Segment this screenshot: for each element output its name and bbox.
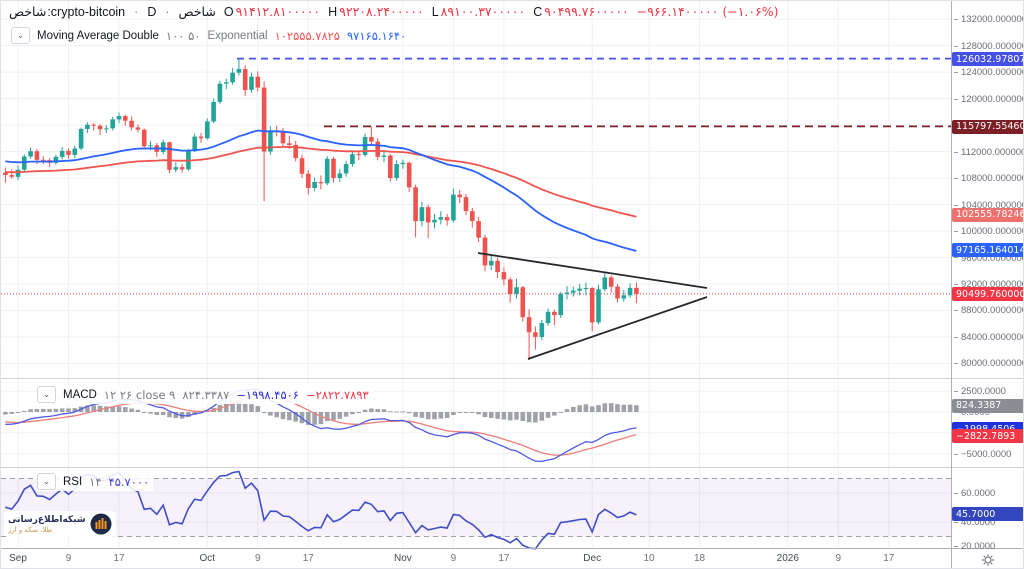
watermark-logo: شبکه‌اطلاع‌رسانی طلا، سکه و ارز [4, 511, 116, 537]
price-axis-badge: 824.3387 [952, 398, 1023, 413]
time-axis-label: 17 [498, 553, 510, 564]
time-axis-label: Dec [583, 553, 602, 564]
level-lines [1, 57, 951, 295]
time-axis-label: 9 [835, 553, 842, 564]
symbol-title-fa: شاخص [9, 4, 47, 19]
time-axis-label: 18 [693, 553, 706, 564]
price-axis-label: 104000.0000000 [954, 200, 1023, 211]
settings-gear-icon[interactable] [981, 553, 995, 567]
price-axis-badge: 126032.9780791 [952, 52, 1023, 67]
ma-indicator-title[interactable]: Moving Average Double [37, 29, 159, 42]
macd-signal-value: −۲۸۲۲.۷۸۹۳ [305, 387, 369, 402]
macd-indicator-legend: ⌄ MACD ۱۲ ۲۶ close ۹ ۸۲۴.۳۳۸۷ −۱۹۹۸.۴۵۰۶… [37, 385, 373, 404]
grid-layer [1, 1, 951, 548]
market-type-label: شاخص [178, 4, 216, 19]
watermark-line2: طلا، سکه و ارز [8, 525, 53, 534]
watermark-barchart-icon [90, 513, 112, 535]
low-value: L ۸۹۱۰۰.۳۷۰۰۰۰۰ [431, 4, 526, 19]
candles-layer [3, 58, 639, 360]
ma-params: ۱۰۰ ۵۰ [165, 28, 201, 43]
price-axis-label: 132000.0000000 [954, 14, 1023, 25]
change-value: −۹۶۶.۱۴۰۰۰۰۰ (−۱.۰۶%) [636, 4, 779, 19]
time-axis-label: 17 [113, 553, 125, 564]
time-axis-label: 17 [883, 553, 895, 564]
collapse-pane-button[interactable]: ⌄ [37, 473, 56, 490]
price-axis-label: 128000.0000000 [954, 41, 1023, 52]
rsi-indicator-title[interactable]: RSI [63, 475, 83, 488]
price-axis-label: 40.0000 [954, 517, 995, 528]
axis-settings-corner[interactable] [951, 549, 1023, 568]
ema50-line [5, 129, 637, 252]
chevron-down-icon: ⌄ [42, 389, 51, 400]
separator-dot: · [165, 4, 170, 19]
close-value: C ۹۰۴۹۹.۷۶۰۰۰۰۰ [533, 4, 629, 19]
rsi-params: ۱۴ [89, 474, 102, 489]
price-axis-badge: 45.7000 [952, 507, 1023, 522]
watermark-line1: شبکه‌اطلاع‌رسانی [8, 514, 86, 525]
price-axis-badge: 90499.7600000 [952, 287, 1023, 302]
price-axis-label: 120000.0000000 [954, 94, 1023, 105]
price-axis-label: 92000.0000000 [954, 279, 1023, 290]
time-axis-label: 10 [643, 553, 655, 564]
symbol-legend: شاخص:crypto-bitcoin · D · شاخص O ۹۱۴۱۲.۸۱… [9, 4, 779, 19]
price-axis-label: 2500.0000 [954, 386, 1006, 397]
price-axis-label: 20.0000 [954, 541, 995, 552]
ema100-line [5, 145, 637, 218]
ma-indicator-legend: ⌄ Moving Average Double ۱۰۰ ۵۰ Exponenti… [11, 26, 410, 45]
time-axis-label: 17 [302, 553, 314, 564]
high-value: H ۹۲۲۰۸.۲۴۰۰۰۰۰ [328, 4, 424, 19]
ma100-value: ۱۰۲۵۵۵.۷۸۲۵ [274, 28, 340, 43]
ma-type: Exponential [207, 29, 268, 42]
open-value: O ۹۱۴۱۲.۸۱۰۰۰۰۰ [223, 4, 321, 19]
time-axis[interactable]: Sep 9 17 Oct 9 17 Nov 9 17 Dec 10 18 2026 9 17 [1, 549, 951, 568]
time-axis-label: 9 [450, 553, 457, 564]
macd-histogram [3, 401, 639, 425]
price-axis-badge: 115797.5546006 [952, 119, 1023, 134]
price-axis-badge: −2822.7893 [952, 429, 1023, 444]
collapse-pane-button[interactable]: ⌄ [37, 386, 56, 403]
price-axis-label: 84000.0000000 [954, 332, 1023, 343]
price-axis-label: 60.0000 [954, 488, 995, 499]
macd-indicator-title[interactable]: MACD [63, 388, 97, 401]
time-axis-label: Nov [393, 553, 412, 564]
triangle-pattern [477, 252, 708, 360]
macd-line-value: −۱۹۹۸.۴۵۰۶ [236, 387, 299, 402]
macd-signal-line [5, 394, 637, 456]
price-axis-label: 80000.0000000 [954, 358, 1023, 369]
collapse-pane-button[interactable]: ⌄ [11, 27, 30, 44]
price-axis-label: 100000.0000000 [954, 226, 1023, 237]
price-axis-label: 108000.0000000 [954, 173, 1023, 184]
chevron-down-icon: ⌄ [16, 30, 25, 41]
interval-button[interactable]: D [147, 4, 157, 19]
chevron-down-icon: ⌄ [42, 476, 51, 487]
symbol-name[interactable]: شاخص:crypto-bitcoin [9, 4, 126, 19]
price-axis-label: 96000.0000000 [954, 253, 1023, 264]
ma50-value: ۹۷۱۶۵.۱۶۴۰ [347, 28, 407, 43]
time-axis-label: Oct [199, 553, 216, 564]
time-axis-label: Sep [9, 553, 27, 564]
separator-dot: · [134, 4, 139, 19]
price-axis[interactable]: 132000.0000000 128000.0000000 124000.00000… [951, 1, 1023, 552]
price-axis-label: 124000.0000000 [954, 67, 1023, 78]
time-axis-label: 9 [255, 553, 261, 564]
macd-params: ۱۲ ۲۶ close ۹ [103, 387, 176, 402]
price-axis-badge: 102555.7824648 [952, 207, 1023, 222]
time-axis-label: 9 [65, 553, 72, 564]
price-axis-label: 112000.0000000 [954, 147, 1023, 158]
macd-hist-value: ۸۲۴.۳۳۸۷ [182, 387, 230, 402]
price-axis-label: 88000.0000000 [954, 305, 1023, 316]
rsi-indicator-legend: ⌄ RSI ۱۴ ۴۵.۷۰۰۰ [37, 472, 154, 491]
time-axis-label: 2026 [776, 553, 799, 564]
price-axis-badge: 97165.1640149 [952, 243, 1023, 258]
rsi-value: ۴۵.۷۰۰۰ [108, 474, 150, 489]
price-axis-label: −5000.0000 [954, 449, 1011, 460]
